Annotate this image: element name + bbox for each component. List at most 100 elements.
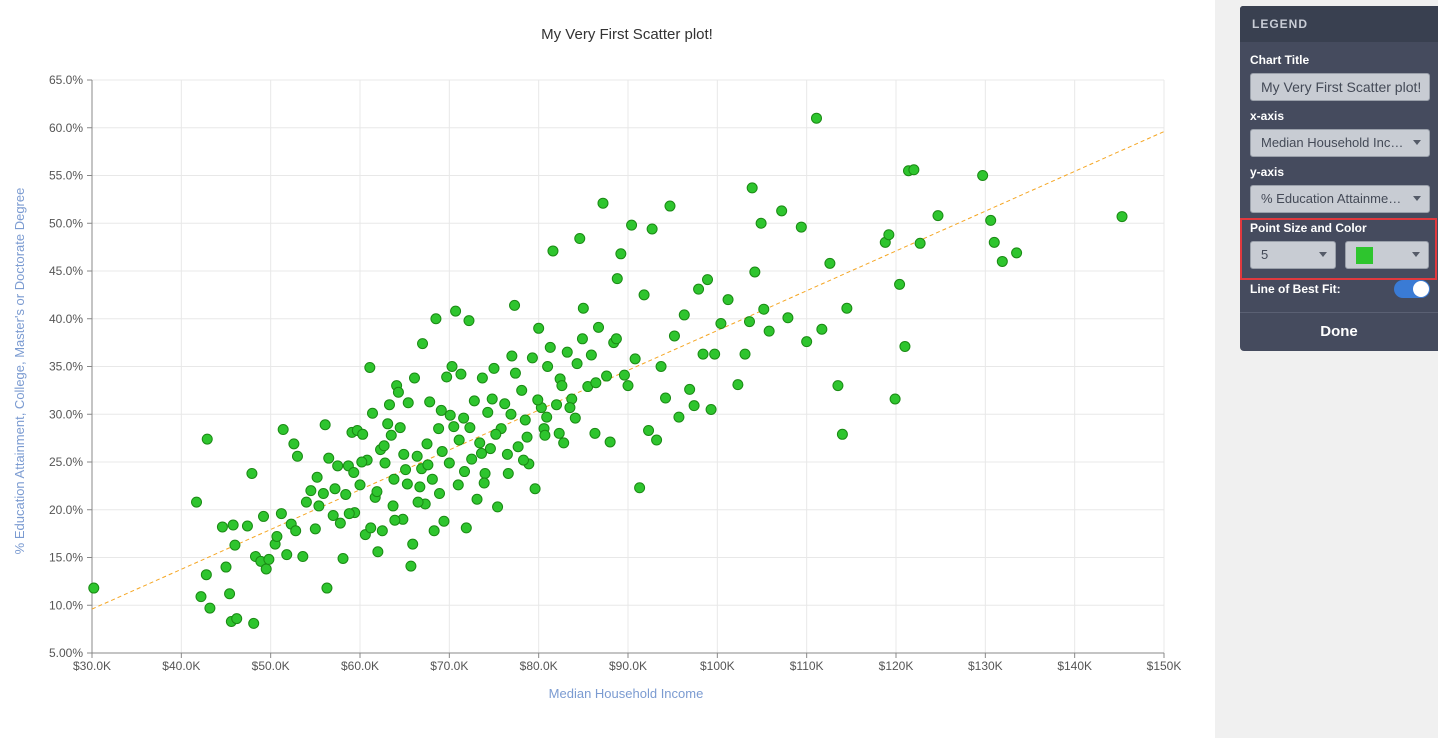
data-point xyxy=(452,479,464,491)
data-point xyxy=(340,488,352,500)
data-point xyxy=(383,399,395,411)
data-point xyxy=(290,525,302,537)
data-point xyxy=(506,350,518,362)
data-point xyxy=(626,219,638,231)
data-point xyxy=(357,428,369,440)
x-tick-label: $70.0K xyxy=(430,659,468,673)
data-point xyxy=(412,496,424,508)
data-point xyxy=(539,429,551,441)
x-axis-select[interactable]: Median Household Income xyxy=(1250,129,1430,157)
data-point xyxy=(889,393,901,405)
data-point xyxy=(883,229,895,241)
x-axis-select-value: Median Household Income xyxy=(1261,135,1406,150)
data-point xyxy=(356,456,368,468)
data-point xyxy=(832,380,844,392)
scatter-chart: My Very First Scatter plot! 5.00% 10.0% 15… xyxy=(12,26,1181,701)
data-point xyxy=(521,431,533,443)
data-point xyxy=(629,353,641,365)
data-point xyxy=(453,434,465,446)
data-point xyxy=(88,582,100,594)
data-point xyxy=(271,530,283,542)
y-tick-label: 5.00% xyxy=(49,646,83,660)
data-point xyxy=(201,433,213,445)
y-tick-label: 10.0% xyxy=(49,598,83,612)
x-axis-title: Median Household Income xyxy=(549,686,704,701)
x-tick-label: $140K xyxy=(1057,659,1092,673)
y-axis-select[interactable]: % Education Attainment, College, Master'… xyxy=(1250,185,1430,213)
data-point xyxy=(309,523,321,535)
point-size-value: 5 xyxy=(1261,247,1269,262)
data-point xyxy=(673,411,685,423)
data-point xyxy=(441,371,453,383)
data-point xyxy=(474,437,486,449)
data-point xyxy=(191,496,203,508)
data-point xyxy=(468,395,480,407)
y-tick-label: 50.0% xyxy=(49,216,83,230)
data-point xyxy=(444,409,456,421)
chart-title-input[interactable] xyxy=(1250,73,1430,101)
data-point xyxy=(569,412,581,424)
y-tick-label: 40.0% xyxy=(49,312,83,326)
data-point xyxy=(899,340,911,352)
legend-header: LEGEND xyxy=(1240,6,1438,42)
data-point xyxy=(463,315,475,327)
data-point xyxy=(776,205,788,217)
data-point xyxy=(434,488,446,500)
data-point xyxy=(426,473,438,485)
data-point xyxy=(519,414,531,426)
y-tick-label: 30.0% xyxy=(49,407,83,421)
best-fit-toggle[interactable] xyxy=(1394,280,1430,298)
data-point xyxy=(448,421,460,433)
x-axis-label: x-axis xyxy=(1250,109,1285,123)
data-point xyxy=(379,457,391,469)
data-point xyxy=(908,164,920,176)
point-size-select[interactable]: 5 xyxy=(1250,241,1336,269)
data-point xyxy=(1011,247,1023,259)
data-point xyxy=(195,591,207,603)
y-tick-label: 55.0% xyxy=(49,169,83,183)
data-point xyxy=(329,483,341,495)
data-point xyxy=(722,294,734,306)
data-point xyxy=(490,428,502,440)
data-point xyxy=(743,316,755,328)
data-point xyxy=(428,525,440,537)
data-point xyxy=(241,520,253,532)
axes xyxy=(87,79,1165,658)
data-point xyxy=(411,450,423,462)
chevron-down-icon xyxy=(1319,252,1327,257)
data-point xyxy=(643,424,655,436)
data-point xyxy=(590,377,602,389)
data-point xyxy=(224,588,236,600)
data-point xyxy=(405,560,417,572)
data-point xyxy=(589,427,601,439)
chart-title: My Very First Scatter plot! xyxy=(541,26,713,43)
point-color-select[interactable] xyxy=(1345,241,1429,269)
data-point xyxy=(372,546,384,558)
data-point xyxy=(288,438,300,450)
x-tick-label: $80.0K xyxy=(520,659,558,673)
data-point xyxy=(894,278,906,290)
data-point xyxy=(577,302,589,314)
data-point xyxy=(332,460,344,472)
data-point xyxy=(305,485,317,497)
data-point xyxy=(702,274,714,286)
data-point xyxy=(394,422,406,434)
data-point xyxy=(387,500,399,512)
data-point xyxy=(551,399,563,411)
data-point xyxy=(499,398,511,410)
data-point xyxy=(604,436,616,448)
data-point xyxy=(988,236,1000,248)
data-point xyxy=(364,361,376,373)
data-point xyxy=(558,437,570,449)
data-point xyxy=(492,501,504,513)
done-button[interactable]: Done xyxy=(1320,323,1358,340)
data-point xyxy=(610,333,622,345)
data-point xyxy=(471,493,483,505)
data-point xyxy=(634,482,646,494)
best-fit-label: Line of Best Fit: xyxy=(1250,282,1341,296)
y-tick-labels: 5.00% 10.0% 15.0% 20.0% 25.0% 30.0% 35.0% 40.0%… xyxy=(49,73,83,660)
data-point xyxy=(327,509,339,521)
data-point xyxy=(385,429,397,441)
data-point xyxy=(436,445,448,457)
chevron-down-icon xyxy=(1412,252,1420,257)
